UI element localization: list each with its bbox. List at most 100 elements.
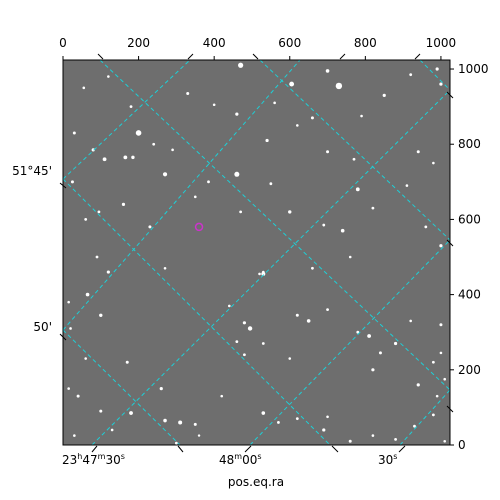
- star-point: [443, 439, 447, 443]
- grid-line: [91, 89, 450, 445]
- star-point: [106, 270, 110, 274]
- grid-line: [99, 60, 450, 391]
- star-point: [84, 357, 87, 360]
- top-axis-tick-label: 800: [354, 36, 377, 50]
- star-point: [413, 424, 416, 428]
- star-point: [409, 73, 413, 77]
- star-point: [352, 157, 356, 161]
- star-point: [70, 180, 74, 184]
- star-point: [212, 103, 216, 107]
- star-point: [416, 383, 420, 387]
- ra-tick-label-1: 48m00s: [219, 452, 262, 467]
- star-point: [67, 387, 70, 390]
- star-point: [367, 334, 372, 338]
- world-axis-tick: [97, 53, 104, 60]
- star-point: [129, 105, 133, 109]
- star-point: [69, 327, 72, 330]
- star-point: [73, 434, 76, 437]
- star-point: [110, 428, 114, 432]
- star-point: [311, 266, 314, 270]
- right-axis-tick-label: 400: [458, 288, 481, 302]
- star-point: [439, 351, 443, 355]
- star-point: [371, 434, 375, 437]
- star-point: [234, 171, 240, 177]
- star-point: [238, 62, 244, 68]
- grid-line: [259, 60, 450, 241]
- star-point: [85, 292, 90, 297]
- star-point: [310, 116, 314, 120]
- star-point: [235, 112, 239, 116]
- world-axis-ticks: [59, 53, 454, 453]
- star-point: [273, 101, 276, 105]
- star-point: [162, 172, 168, 177]
- dec-tick-label-0: 51°45': [12, 164, 52, 178]
- world-axis-tick: [91, 445, 98, 453]
- star-point: [148, 225, 152, 229]
- star-point: [186, 91, 190, 95]
- star-point: [135, 130, 142, 136]
- world-axis-tick: [446, 405, 454, 413]
- grid-line: [399, 389, 450, 445]
- star-point: [348, 439, 352, 443]
- coordinate-grid: [63, 60, 450, 445]
- star-point: [439, 323, 443, 327]
- star-point: [102, 157, 107, 162]
- star-point: [227, 304, 231, 308]
- star-point: [269, 182, 273, 186]
- top-axis-tick-label: 0: [59, 36, 67, 50]
- star-point: [76, 394, 80, 398]
- star-point: [439, 244, 443, 248]
- star-point: [261, 342, 265, 345]
- star-point: [193, 195, 197, 199]
- star-point: [131, 155, 135, 160]
- ra-tick-label-0: 23h47m30s: [62, 452, 125, 467]
- right-axis-tick-label: 800: [458, 137, 481, 151]
- top-axis-tick-label: 200: [127, 36, 150, 50]
- star-point: [289, 81, 295, 87]
- top-axis-tick-label: 1000: [426, 36, 457, 50]
- right-axis-tick-label: 0: [458, 438, 466, 452]
- star-point: [125, 360, 129, 364]
- world-axis-tick: [59, 182, 67, 189]
- pixel-axes: 0 200 400 600 800 1000 0 200 400 600 800 1000: [59, 36, 488, 452]
- star-point: [265, 138, 269, 143]
- star-point: [348, 255, 352, 259]
- star-point: [197, 434, 201, 437]
- star-point: [296, 124, 299, 127]
- marker-layer: [194, 222, 204, 232]
- star-point: [416, 150, 420, 154]
- world-axis-tick: [244, 445, 252, 453]
- world-axis-tick: [414, 53, 421, 60]
- star-point: [99, 409, 103, 413]
- star-point: [360, 114, 363, 118]
- star-point: [123, 155, 128, 160]
- star-point: [295, 313, 299, 317]
- plot-frame: [62, 59, 451, 446]
- star-point: [239, 210, 243, 214]
- world-axis-tick: [446, 91, 454, 99]
- star-point: [82, 86, 86, 90]
- star-point: [97, 210, 101, 214]
- star-point: [243, 353, 246, 357]
- top-axis-tick-label: 600: [278, 36, 301, 50]
- star-point: [356, 330, 360, 334]
- star-point: [258, 272, 261, 276]
- star-point: [72, 131, 76, 135]
- star-point: [163, 418, 167, 423]
- star-point: [340, 228, 345, 233]
- star-point: [288, 357, 292, 360]
- star-point: [435, 67, 439, 71]
- star-point: [277, 421, 280, 424]
- star-point: [393, 341, 398, 346]
- image-background: [63, 60, 450, 445]
- star-point: [439, 82, 443, 86]
- world-axis-tick: [187, 53, 194, 60]
- star-point: [247, 326, 253, 331]
- star-point: [382, 93, 386, 97]
- star-point: [193, 422, 197, 426]
- star-point: [326, 415, 329, 419]
- star-point: [129, 411, 133, 415]
- right-axis-tick-label: 600: [458, 212, 481, 226]
- star-point: [409, 319, 412, 323]
